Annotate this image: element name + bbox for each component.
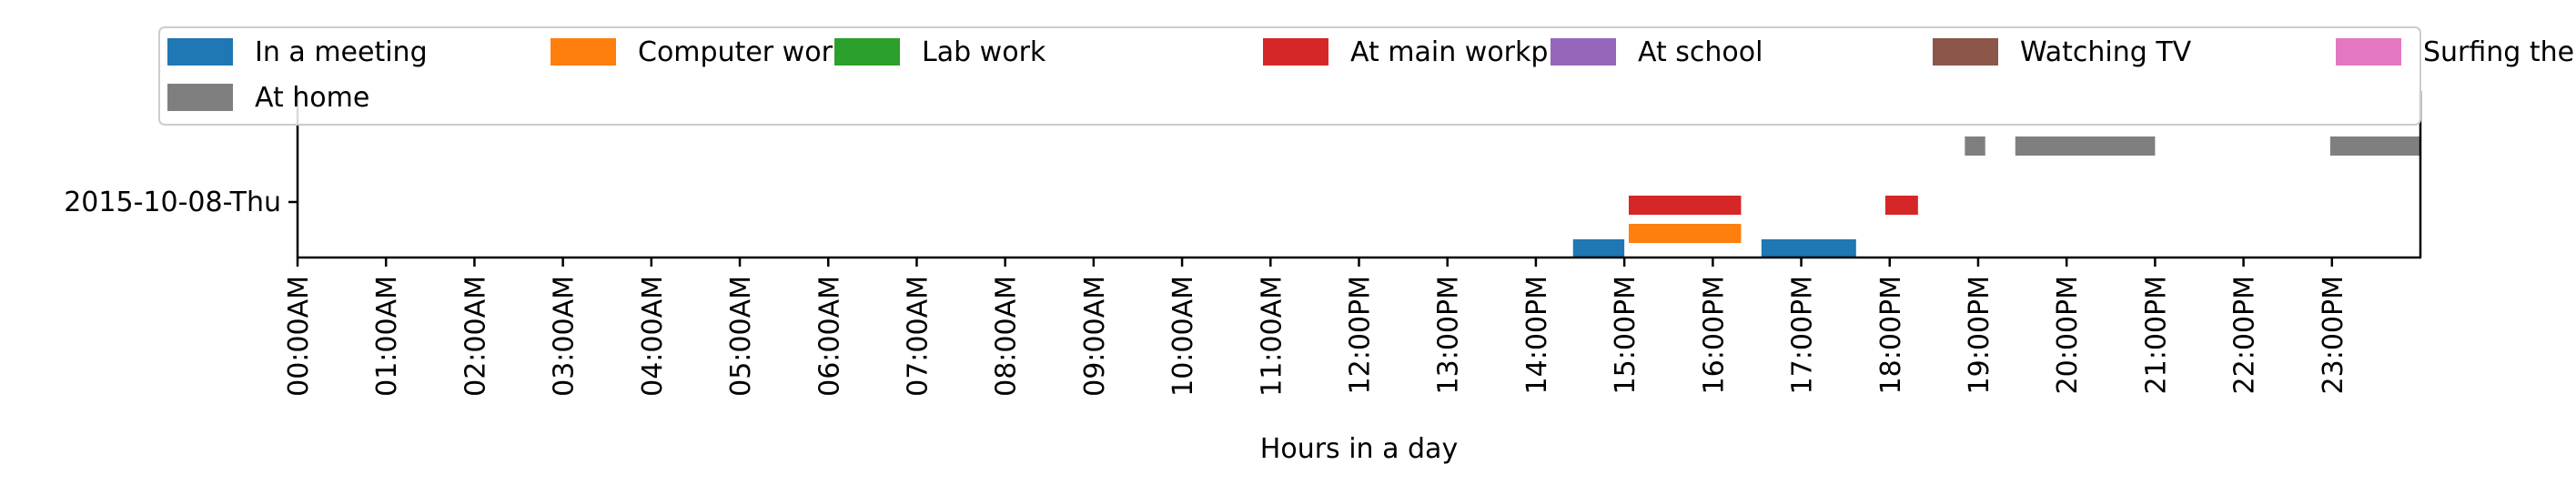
legend-label: Computer work — [638, 36, 849, 68]
x-tick-label: 09:00AM — [1079, 276, 1111, 397]
x-tick-label: 03:00AM — [549, 276, 581, 397]
legend-label: In a meeting — [255, 36, 428, 68]
legend-swatch — [1551, 38, 1616, 66]
x-tick-label: 21:00PM — [2140, 276, 2172, 394]
x-tick-label: 23:00PM — [2318, 276, 2349, 394]
legend-swatch — [834, 38, 900, 66]
x-axis-label: Hours in a day — [1260, 433, 1458, 465]
y-tick-label: 2015-10-08-Thu — [64, 187, 281, 218]
legend-swatch — [1263, 38, 1328, 66]
x-tick-label: 04:00AM — [637, 276, 669, 397]
legend: In a meeting Computer work Lab work At main… — [158, 26, 2576, 126]
legend-swatch — [167, 84, 233, 111]
y-ticks: 2015-10-08-Thu — [64, 187, 298, 218]
legend-frame — [158, 26, 2421, 126]
x-tick-label: 07:00AM — [902, 276, 934, 397]
legend-swatch — [167, 38, 233, 66]
bar-at-home-0 — [1965, 136, 1985, 156]
legend-label: Lab work — [922, 36, 1046, 68]
bar-at-main-workplace-0 — [1628, 196, 1742, 215]
x-ticks: 00:00AM 01:00AM 02:00AM 03:00AM 04:00AM 05:00… — [283, 258, 2349, 397]
bar-in-a-meeting-1 — [1761, 239, 1856, 258]
x-tick-label: 02:00AM — [460, 276, 491, 397]
bar-in-a-meeting-0 — [1572, 239, 1625, 258]
bar-at-home-2 — [2329, 136, 2420, 156]
x-tick-label: 05:00AM — [725, 276, 757, 397]
x-tick-label: 12:00PM — [1345, 276, 1377, 394]
legend-swatch — [2336, 38, 2401, 66]
x-tick-label: 20:00PM — [2052, 276, 2084, 394]
legend-swatch — [551, 38, 616, 66]
x-tick-label: 06:00AM — [813, 276, 845, 397]
x-tick-label: 18:00PM — [1875, 276, 1907, 394]
x-tick-label: 19:00PM — [1964, 276, 1995, 394]
bar-at-main-workplace-1 — [1884, 196, 1918, 215]
legend-label: At school — [1638, 36, 1763, 68]
legend-label: Surfing the internet — [2423, 36, 2576, 68]
x-tick-label: 15:00PM — [1610, 276, 1642, 394]
bars-layer — [1572, 136, 2420, 258]
legend-label: Watching TV — [2020, 36, 2192, 68]
x-tick-label: 10:00AM — [1167, 276, 1199, 397]
x-tick-label: 14:00PM — [1521, 276, 1553, 394]
x-tick-label: 13:00PM — [1433, 276, 1465, 394]
x-tick-label: 17:00PM — [1787, 276, 1819, 394]
x-tick-label: 00:00AM — [283, 276, 315, 397]
x-tick-label: 16:00PM — [1698, 276, 1730, 394]
legend-swatch — [1933, 38, 1998, 66]
x-tick-label: 08:00AM — [991, 276, 1023, 397]
x-tick-label: 01:00AM — [371, 276, 403, 397]
bar-at-home-1 — [2015, 136, 2156, 156]
bar-computer-work-0 — [1628, 224, 1742, 243]
x-tick-label: 11:00AM — [1256, 276, 1288, 397]
legend-label: At home — [255, 82, 369, 114]
x-tick-label: 22:00PM — [2229, 276, 2261, 394]
